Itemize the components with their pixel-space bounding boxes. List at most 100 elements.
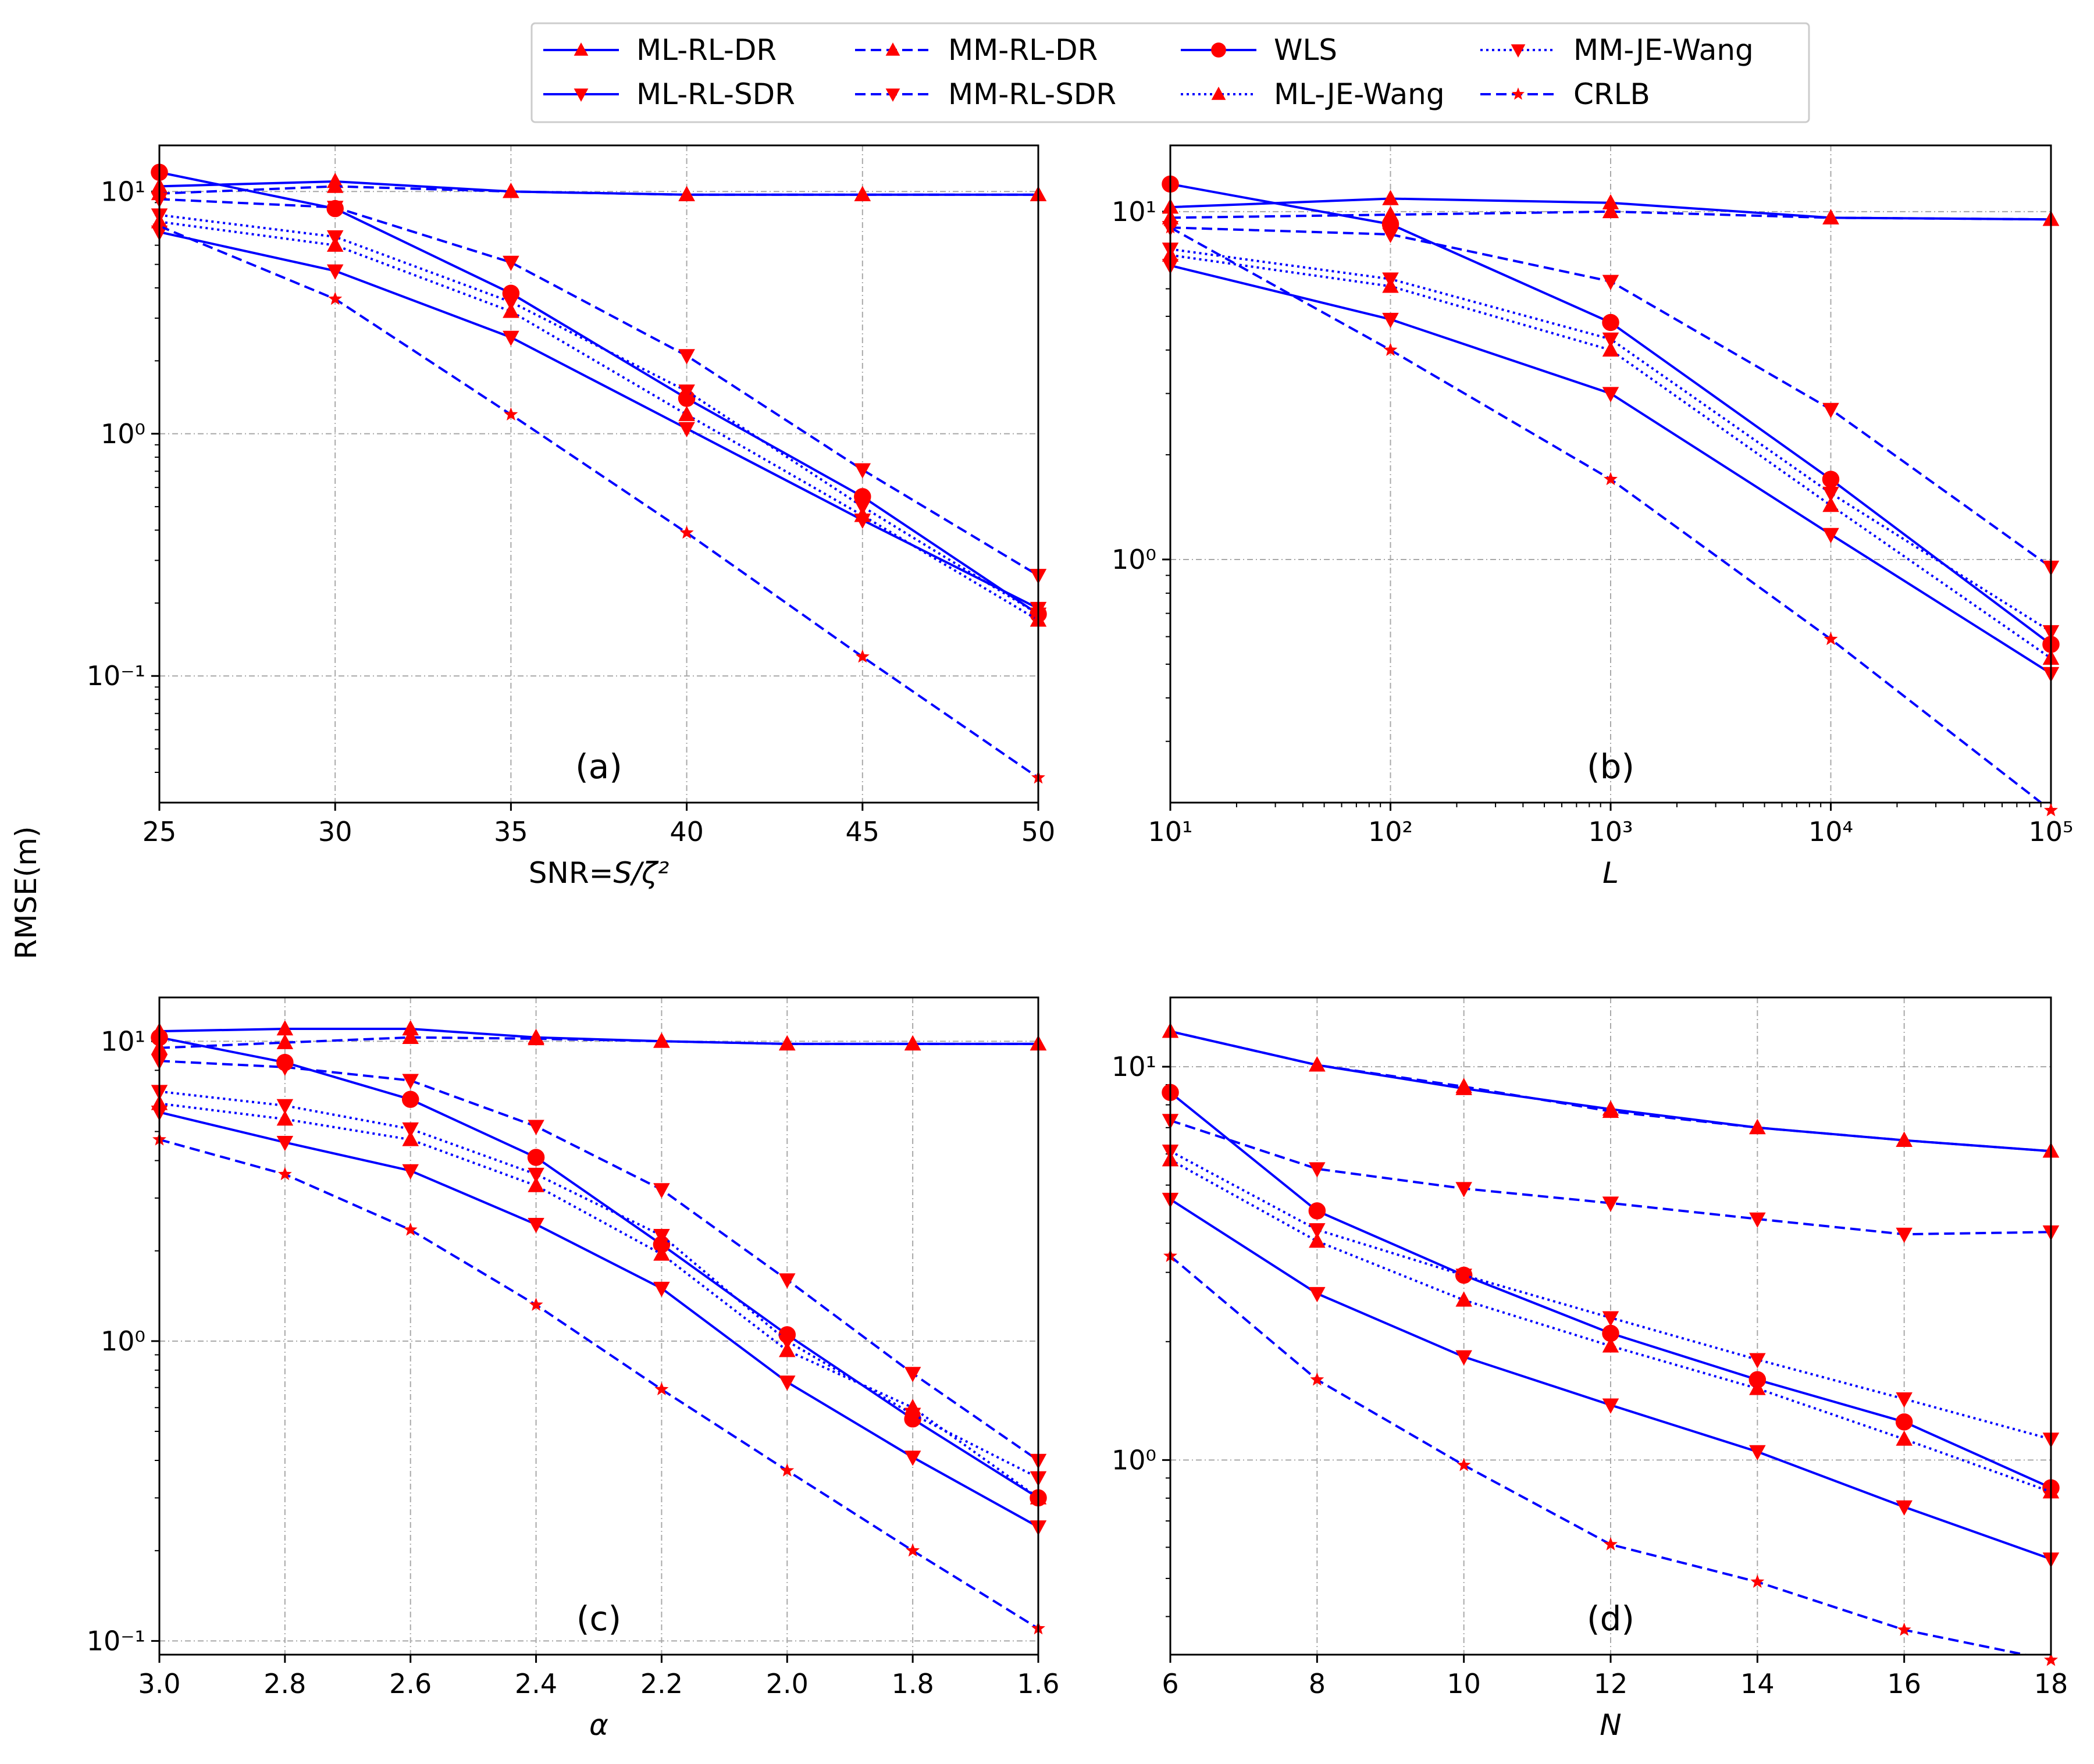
data-point-mm-rl-dr bbox=[779, 1035, 796, 1051]
data-point-mm-rl-sdr bbox=[503, 255, 519, 272]
data-point-mm-rl-dr bbox=[904, 1035, 921, 1051]
x-tick-label: 50 bbox=[1021, 816, 1056, 847]
x-tick-label: 3.0 bbox=[138, 1668, 180, 1699]
data-point-mm-je-wang bbox=[854, 500, 871, 516]
data-point-mm-rl-sdr bbox=[1455, 1182, 1472, 1198]
series-line-ml-rl-sdr bbox=[159, 231, 1038, 610]
x-tick-label: 1.6 bbox=[1017, 1668, 1059, 1699]
data-point-mm-rl-dr bbox=[1749, 1118, 1766, 1135]
panel-a: 10⁻¹ 10⁰ 10¹ 25 30 35 40 45 50 (a) SNR=S/ζ² bbox=[87, 144, 1056, 890]
x-tick-label: 10 bbox=[1447, 1668, 1481, 1699]
data-point-crlb bbox=[1310, 1372, 1324, 1386]
series-line-mm-je-wang bbox=[159, 1090, 1038, 1479]
data-point-mm-rl-sdr bbox=[1822, 402, 1839, 418]
data-point-mm-rl-dr bbox=[326, 177, 344, 193]
y-tick-label: 10¹ bbox=[101, 1025, 145, 1057]
x-tick-label: 10¹ bbox=[1148, 816, 1193, 847]
data-point-ml-rl-sdr bbox=[503, 330, 519, 347]
x-tick-label: 10⁵ bbox=[2029, 816, 2074, 847]
data-point-wls bbox=[326, 199, 344, 218]
data-point-crlb bbox=[1750, 1574, 1765, 1588]
data-point-ml-rl-sdr bbox=[1602, 1398, 1619, 1414]
axes-frame bbox=[1169, 144, 2052, 804]
data-point-crlb bbox=[1824, 632, 1838, 646]
y-tick-label: 10⁰ bbox=[101, 1325, 145, 1357]
data-point-mm-rl-dr bbox=[678, 186, 695, 202]
data-point-mm-rl-sdr bbox=[653, 1183, 670, 1199]
data-point-crlb bbox=[679, 525, 694, 539]
legend-frame bbox=[530, 22, 1810, 123]
data-point-ml-je-wang bbox=[528, 1177, 544, 1192]
axes-frame bbox=[158, 144, 1039, 804]
data-point-crlb bbox=[654, 1382, 669, 1396]
data-point-wls bbox=[401, 1091, 419, 1109]
data-point-mm-rl-dr bbox=[1822, 209, 1839, 224]
legend-item-crlb: CRLB bbox=[1480, 77, 1650, 111]
data-point-mm-rl-sdr bbox=[402, 1074, 419, 1089]
data-point-mm-rl-sdr bbox=[779, 1273, 796, 1289]
data-point-mm-je-wang bbox=[1602, 1311, 1619, 1327]
data-point-crlb bbox=[2044, 1652, 2058, 1666]
data-point-mm-rl-dr bbox=[528, 1029, 544, 1046]
series-ml-je-wang bbox=[1162, 246, 2060, 665]
data-point-mm-rl-sdr bbox=[1602, 275, 1619, 290]
data-point-mm-rl-dr bbox=[1309, 1056, 1326, 1072]
data-point-ml-rl-dr bbox=[1602, 194, 1619, 209]
data-point-mm-je-wang bbox=[653, 1229, 670, 1245]
data-point-mm-rl-dr bbox=[1602, 1102, 1619, 1118]
data-point-ml-rl-sdr bbox=[653, 1281, 670, 1298]
x-tick-label: 12 bbox=[1594, 1668, 1628, 1699]
data-point-ml-rl-sdr bbox=[402, 1164, 419, 1179]
x-axis-label: SNR=S/ζ² bbox=[529, 856, 669, 890]
data-point-mm-je-wang bbox=[1749, 1353, 1766, 1369]
data-point-ml-rl-dr bbox=[276, 1020, 294, 1036]
data-point-ml-rl-sdr bbox=[326, 264, 344, 280]
data-point-ml-je-wang bbox=[1896, 1430, 1913, 1446]
data-point-mm-rl-sdr bbox=[1602, 1196, 1619, 1212]
legend-item-mm-rl-dr: MM-RL-DR bbox=[855, 33, 1098, 67]
series-line-mm-rl-sdr bbox=[159, 198, 1038, 577]
data-point-ml-je-wang bbox=[1749, 1380, 1766, 1395]
series-ml-je-wang bbox=[1162, 1151, 2060, 1499]
data-point-ml-je-wang bbox=[402, 1131, 419, 1146]
data-point-mm-rl-sdr bbox=[1749, 1212, 1766, 1228]
x-tick-label: 16 bbox=[1887, 1668, 1921, 1699]
y-tick-label: 10⁰ bbox=[1112, 1444, 1156, 1476]
x-tick-label: 10⁴ bbox=[1808, 816, 1853, 847]
data-point-ml-rl-sdr bbox=[1309, 1287, 1326, 1303]
data-point-mm-rl-dr bbox=[854, 186, 871, 202]
legend-marker bbox=[885, 88, 900, 102]
data-point-mm-rl-dr bbox=[1896, 1131, 1913, 1147]
data-point-mm-rl-dr bbox=[503, 183, 519, 198]
data-point-mm-je-wang bbox=[1382, 272, 1399, 288]
series-line-mm-rl-dr bbox=[159, 185, 1038, 196]
legend-marker bbox=[1211, 87, 1226, 100]
data-point-crlb bbox=[1604, 1537, 1618, 1551]
legend-label: ML-RL-DR bbox=[636, 33, 777, 67]
data-point-mm-rl-sdr bbox=[678, 349, 695, 365]
data-point-ml-je-wang bbox=[276, 1110, 294, 1126]
x-tick-label: 35 bbox=[494, 816, 528, 847]
x-tick-label: 40 bbox=[669, 816, 704, 847]
series-line-wls bbox=[159, 1036, 1038, 1499]
legend-label: MM-RL-DR bbox=[948, 33, 1098, 67]
data-point-ml-je-wang bbox=[1455, 1291, 1472, 1307]
data-point-crlb bbox=[906, 1543, 920, 1557]
panel-label: (b) bbox=[1587, 747, 1634, 786]
panel-d: 10⁰ 10¹ 6 8 10 12 14 16 18 (d) N bbox=[1112, 996, 2068, 1742]
data-point-mm-rl-dr bbox=[1602, 202, 1619, 219]
legend-label: CRLB bbox=[1573, 77, 1650, 111]
x-tick-label: 2.6 bbox=[389, 1668, 432, 1699]
panel-c: 10⁻¹ 10⁰ 10¹ 3.0 2.8 2.6 2.4 2.2 2.0 1.8 1.6 (c) α bbox=[87, 996, 1060, 1742]
data-point-mm-je-wang bbox=[1822, 486, 1839, 503]
x-axis-label: N bbox=[1600, 1708, 1621, 1742]
axes-frame bbox=[158, 996, 1039, 1656]
series-wls bbox=[151, 163, 1047, 623]
x-tick-label: 2.2 bbox=[640, 1668, 683, 1699]
data-point-mm-je-wang bbox=[1309, 1223, 1326, 1239]
series-ml-rl-sdr bbox=[1162, 1192, 2060, 1568]
x-tick-label: 8 bbox=[1309, 1668, 1326, 1699]
data-point-mm-je-wang bbox=[402, 1122, 419, 1138]
series-line-wls bbox=[159, 171, 1038, 615]
